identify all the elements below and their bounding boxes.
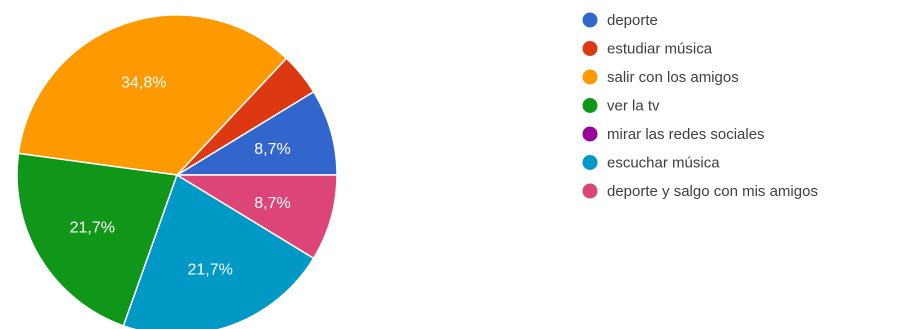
legend-swatch-mirar-las-redes-sociales — [582, 126, 598, 142]
legend-swatch-escuchar-musica — [582, 155, 598, 170]
slice-label-deporte: 8,7% — [254, 141, 290, 158]
legend-swatch-deporte — [582, 12, 598, 28]
legend-item-salir-con-los-amigos[interactable]: salir con los amigos — [582, 69, 739, 86]
pie-slice-deporte[interactable] — [174, 90, 338, 176]
legend-swatch-ver-la-tv — [582, 98, 598, 113]
slice-label-salir-con-los-amigos: 34,8% — [121, 75, 166, 92]
legend-swatch-salir-con-los-amigos — [582, 69, 598, 85]
legend-item-deporte[interactable]: deporte — [582, 12, 658, 29]
legend-item-mirar-las-redes-sociales[interactable]: mirar las redes sociales — [582, 126, 765, 143]
legend-swatch-deporte-y-salgo-con-mis-amigos — [582, 183, 598, 199]
pie-slice-deporte-y-salgo-con-mis-amigos[interactable] — [174, 174, 338, 260]
legend-label-ver-la-tv: ver la tv — [607, 98, 660, 115]
legend-label-estudiar-musica: estudiar música — [607, 41, 713, 58]
legend-swatch-estudiar-musica — [582, 41, 598, 56]
legend-item-estudiar-musica[interactable]: estudiar música — [582, 41, 713, 58]
legend: deporte estudiar música salir con los amig… — [582, 12, 818, 200]
legend-item-escuchar-musica[interactable]: escuchar música — [582, 155, 721, 172]
legend-label-deporte-y-salgo-con-mis-amigos: deporte y salgo con mis amigos — [607, 183, 818, 200]
legend-label-mirar-las-redes-sociales: mirar las redes sociales — [607, 126, 765, 143]
legend-label-escuchar-musica: escuchar música — [607, 155, 720, 172]
pie-slice-escuchar-musica[interactable] — [122, 173, 315, 329]
slice-label-deporte-y-salgo-con-mis-amigos: 8,7% — [254, 195, 290, 212]
slice-label-ver-la-tv: 21,7% — [70, 220, 115, 237]
legend-item-deporte-y-salgo-con-mis-amigos[interactable]: deporte y salgo con mis amigos — [582, 183, 818, 200]
pie-slice-salir-con-los-amigos[interactable] — [17, 14, 288, 176]
legend-label-salir-con-los-amigos: salir con los amigos — [607, 69, 739, 86]
legend-label-deporte: deporte — [607, 12, 658, 29]
pie-slices — [16, 14, 338, 329]
legend-item-ver-la-tv[interactable]: ver la tv — [582, 98, 661, 115]
pie-slice-labels: 8,7% 34,8% 21,7% 21,7% 8,7% — [70, 75, 291, 279]
pie-slice-ver-la-tv[interactable] — [16, 152, 179, 327]
slice-label-escuchar-musica: 21,7% — [188, 262, 233, 279]
